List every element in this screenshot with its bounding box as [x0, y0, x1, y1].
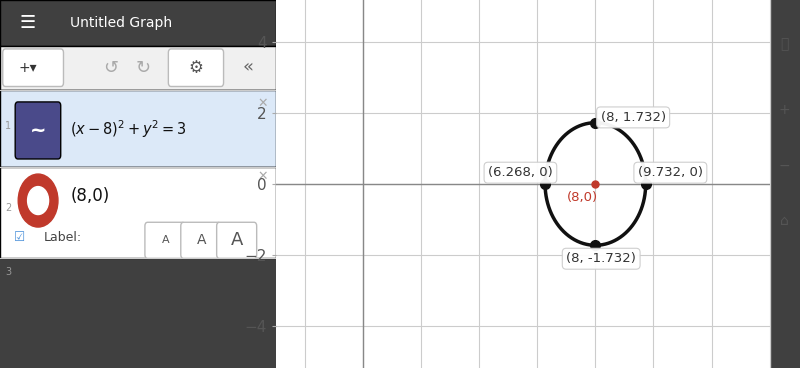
Text: $(x-8)^2+y^2=3$: $(x-8)^2+y^2=3$: [70, 119, 187, 140]
Text: 3: 3: [6, 267, 11, 277]
FancyBboxPatch shape: [145, 222, 185, 258]
Text: ↻: ↻: [136, 59, 151, 77]
Text: +: +: [779, 103, 790, 117]
Text: +▾: +▾: [18, 61, 37, 75]
Text: (8, -1.732): (8, -1.732): [566, 252, 636, 265]
FancyBboxPatch shape: [0, 0, 276, 46]
Text: ~: ~: [30, 121, 46, 140]
FancyBboxPatch shape: [2, 49, 63, 86]
Text: (8, 1.732): (8, 1.732): [601, 111, 666, 124]
Text: ⌂: ⌂: [781, 214, 789, 228]
Text: (9.732, 0): (9.732, 0): [638, 166, 703, 179]
Text: (6.268, 0): (6.268, 0): [488, 166, 553, 179]
FancyBboxPatch shape: [15, 102, 61, 159]
Text: ↺: ↺: [103, 59, 118, 77]
Text: (8,0): (8,0): [70, 187, 110, 205]
Text: 1: 1: [6, 121, 11, 131]
Text: A: A: [197, 233, 206, 247]
Text: ⚙: ⚙: [189, 59, 203, 77]
Text: 2: 2: [5, 203, 11, 213]
Text: −: −: [779, 159, 790, 173]
Text: A: A: [231, 231, 243, 249]
Text: ☑: ☑: [14, 231, 25, 244]
FancyBboxPatch shape: [217, 222, 257, 258]
FancyBboxPatch shape: [0, 90, 276, 167]
Text: ☰: ☰: [19, 14, 36, 32]
FancyBboxPatch shape: [0, 167, 276, 258]
FancyBboxPatch shape: [0, 46, 276, 90]
FancyBboxPatch shape: [168, 49, 223, 86]
Text: ✕: ✕: [257, 170, 267, 183]
Text: ✕: ✕: [257, 97, 267, 110]
Text: «: «: [243, 59, 254, 77]
Circle shape: [18, 174, 58, 227]
FancyBboxPatch shape: [181, 222, 221, 258]
Text: 🔧: 🔧: [781, 37, 789, 51]
Text: Label:: Label:: [44, 231, 82, 244]
Circle shape: [27, 187, 49, 215]
Text: Untitled Graph: Untitled Graph: [70, 16, 173, 30]
Text: A: A: [162, 235, 170, 245]
Text: (8,0): (8,0): [566, 191, 598, 204]
